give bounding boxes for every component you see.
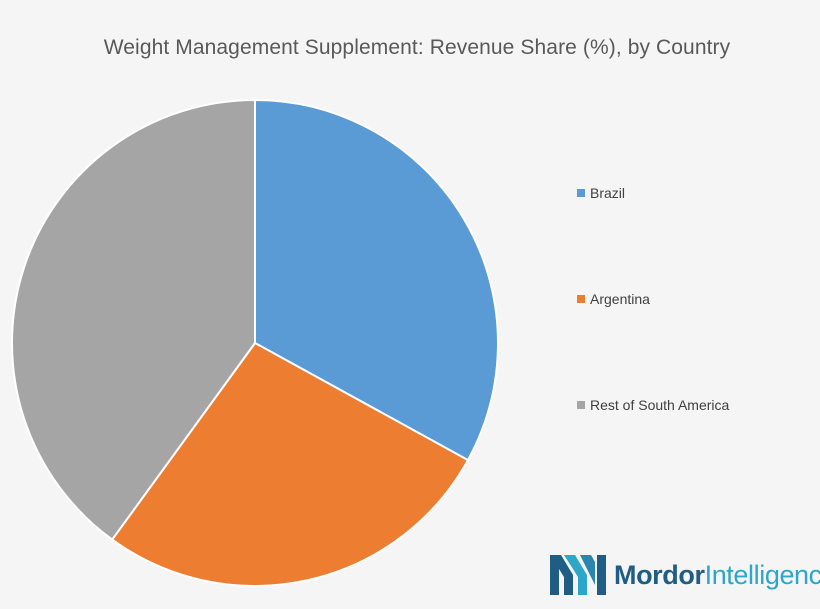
- logo-word-mordor: Mordor: [614, 559, 705, 590]
- mordor-logo-icon: [550, 555, 606, 595]
- chart-title: Weight Management Supplement: Revenue Sh…: [103, 36, 731, 59]
- legend-swatch-brazil: [577, 189, 585, 197]
- pie-slice-argentina: [111, 342, 469, 587]
- legend-label-rest-of-south-america: Rest of South America: [590, 397, 730, 413]
- legend-label-argentina: Argentina: [590, 291, 650, 307]
- logo-word-intelligence: Intelligence: [704, 559, 820, 590]
- mordor-intelligence-logo: MordorIntelligence: [550, 555, 820, 595]
- pie-slice-brazil: [254, 99, 499, 462]
- legend-swatch-argentina: [577, 295, 585, 303]
- logo-wordmark: MordorIntelligence: [614, 560, 820, 591]
- legend-label-brazil: Brazil: [590, 185, 626, 201]
- legend-item-argentina: Argentina: [577, 291, 650, 307]
- legend-item-rest-of-south-america: Rest of South America: [577, 397, 729, 413]
- legend-item-brazil: Brazil: [577, 185, 625, 201]
- pie-slice-rest-of-south-america: [11, 99, 256, 541]
- legend-swatch-rest-of-south-america: [577, 401, 585, 409]
